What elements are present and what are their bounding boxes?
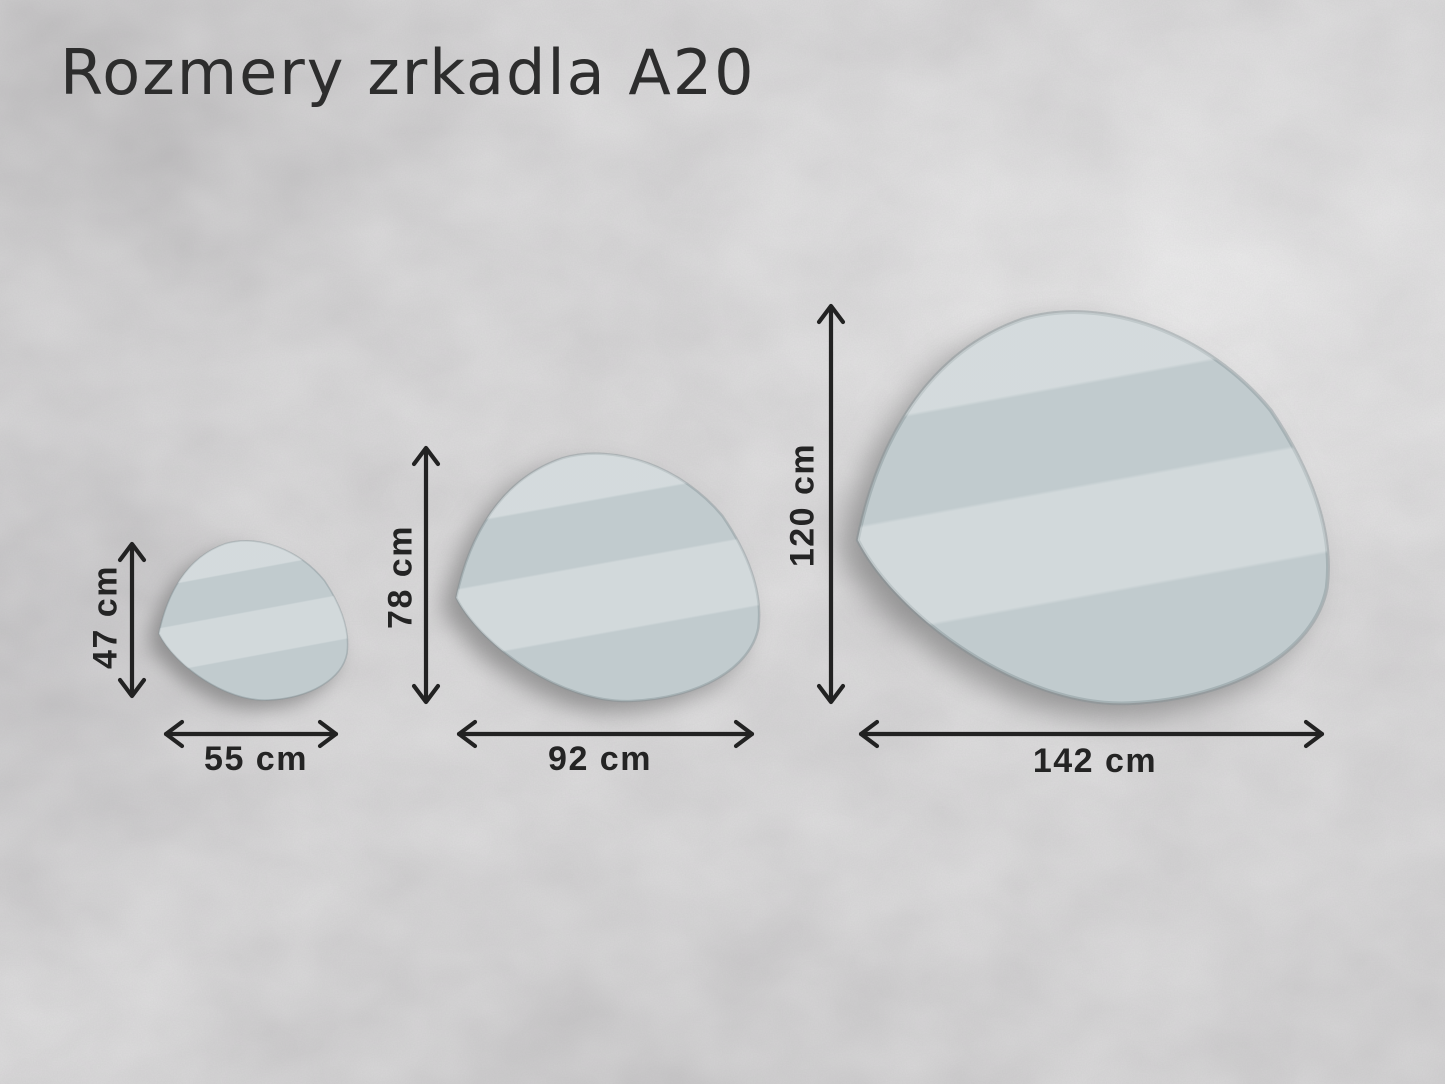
medium-width-arrow-icon [456, 719, 755, 749]
small-width-label: 55 cm [204, 740, 308, 778]
medium-mirror-image [454, 452, 761, 703]
small-width-arrow-icon [163, 719, 339, 749]
page-title: Rozmery zrkadla A20 [60, 36, 756, 109]
small-mirror-image [157, 539, 349, 702]
large-width-label: 142 cm [1032, 742, 1158, 780]
small-height-label: 47 cm [86, 565, 125, 669]
large-height-arrow-icon [816, 303, 846, 705]
medium-height-arrow-icon [411, 445, 441, 705]
medium-width-label: 92 cm [548, 740, 652, 778]
large-width-arrow-icon [858, 719, 1325, 749]
small-height-arrow-icon [117, 541, 147, 699]
large-height-label: 120 cm [783, 442, 822, 568]
medium-height-label: 78 cm [381, 525, 420, 629]
large-mirror-image [848, 300, 1334, 708]
